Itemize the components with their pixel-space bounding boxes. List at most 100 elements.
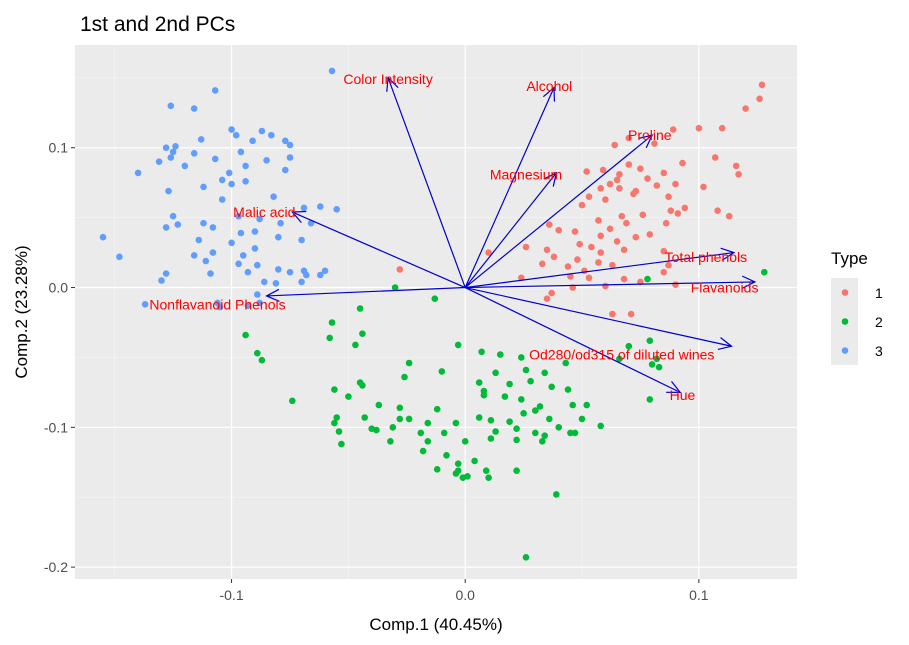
data-point-type-3 bbox=[158, 277, 165, 284]
data-point-type-1 bbox=[614, 177, 621, 184]
data-point-type-2 bbox=[289, 398, 296, 405]
data-point-type-3 bbox=[191, 150, 198, 157]
loading-label: Proline bbox=[628, 127, 672, 143]
data-point-type-1 bbox=[700, 184, 707, 191]
data-point-type-1 bbox=[614, 238, 621, 245]
x-tick-label: -0.1 bbox=[219, 587, 243, 603]
data-point-type-1 bbox=[597, 185, 604, 192]
data-point-type-1 bbox=[397, 266, 404, 273]
legend-swatch bbox=[842, 347, 849, 354]
data-point-type-1 bbox=[579, 202, 586, 209]
data-point-type-3 bbox=[275, 234, 282, 241]
data-point-type-1 bbox=[574, 256, 581, 263]
data-point-type-1 bbox=[611, 142, 618, 149]
data-point-type-3 bbox=[191, 105, 198, 112]
data-point-type-3 bbox=[200, 220, 207, 227]
data-point-type-1 bbox=[682, 205, 689, 212]
data-point-type-2 bbox=[387, 438, 394, 445]
data-point-type-3 bbox=[252, 245, 259, 252]
data-point-type-1 bbox=[597, 233, 604, 240]
data-point-type-1 bbox=[756, 96, 763, 103]
data-point-type-3 bbox=[317, 203, 324, 210]
data-point-type-1 bbox=[733, 163, 740, 170]
data-point-type-3 bbox=[287, 154, 294, 161]
data-point-type-3 bbox=[182, 163, 189, 170]
data-point-type-2 bbox=[548, 384, 555, 391]
data-point-type-3 bbox=[212, 87, 219, 94]
data-point-type-1 bbox=[633, 234, 640, 241]
data-point-type-2 bbox=[434, 466, 441, 473]
data-point-type-1 bbox=[621, 247, 628, 254]
data-point-type-3 bbox=[261, 279, 268, 286]
data-point-type-2 bbox=[647, 396, 654, 403]
data-point-type-2 bbox=[425, 420, 432, 427]
data-point-type-2 bbox=[492, 428, 499, 435]
loading-label: Alcohol bbox=[526, 78, 572, 94]
data-point-type-2 bbox=[518, 354, 525, 361]
data-point-type-1 bbox=[640, 212, 647, 219]
data-point-type-2 bbox=[565, 386, 572, 393]
data-point-type-2 bbox=[583, 402, 590, 409]
data-point-type-1 bbox=[565, 263, 572, 270]
data-point-type-1 bbox=[619, 213, 626, 220]
data-point-type-1 bbox=[581, 268, 588, 275]
data-point-type-1 bbox=[600, 167, 607, 174]
data-point-type-2 bbox=[439, 368, 446, 375]
data-point-type-1 bbox=[644, 175, 651, 182]
data-point-type-2 bbox=[455, 467, 462, 474]
data-point-type-2 bbox=[656, 364, 663, 371]
data-point-type-1 bbox=[551, 253, 558, 260]
data-point-type-3 bbox=[168, 154, 175, 161]
legend-swatch bbox=[842, 289, 849, 296]
y-tick-label: -0.1 bbox=[44, 419, 68, 435]
data-point-type-1 bbox=[654, 182, 661, 189]
data-point-type-3 bbox=[287, 142, 294, 149]
data-point-type-2 bbox=[390, 424, 397, 431]
data-point-type-2 bbox=[406, 416, 413, 423]
data-point-type-3 bbox=[298, 279, 305, 286]
data-point-type-2 bbox=[647, 337, 654, 344]
data-point-type-3 bbox=[175, 221, 182, 228]
data-point-type-3 bbox=[198, 136, 205, 143]
data-point-type-3 bbox=[228, 126, 235, 133]
data-point-type-2 bbox=[254, 350, 261, 357]
data-point-type-2 bbox=[434, 406, 441, 413]
data-point-type-1 bbox=[735, 171, 742, 178]
legend: Type 1 2 3 bbox=[831, 249, 883, 365]
data-point-type-1 bbox=[668, 207, 675, 214]
data-point-type-1 bbox=[726, 213, 733, 220]
loading-label: Od280/od315 of diluted wines bbox=[529, 347, 714, 363]
data-point-type-3 bbox=[163, 224, 170, 231]
data-point-type-2 bbox=[425, 438, 432, 445]
data-point-type-2 bbox=[406, 360, 413, 367]
data-point-type-2 bbox=[478, 349, 485, 356]
data-point-type-2 bbox=[644, 276, 651, 283]
data-point-type-1 bbox=[623, 220, 630, 227]
data-point-type-3 bbox=[212, 156, 219, 163]
y-axis: -0.2-0.10.00.1 bbox=[44, 140, 75, 575]
data-point-type-3 bbox=[254, 262, 261, 269]
data-point-type-2 bbox=[242, 332, 249, 339]
data-point-type-2 bbox=[513, 425, 520, 432]
data-point-type-3 bbox=[240, 252, 247, 259]
chart-title: 1st and 2nd PCs bbox=[80, 13, 235, 36]
data-point-type-1 bbox=[576, 241, 583, 248]
data-point-type-2 bbox=[455, 342, 462, 349]
data-point-type-2 bbox=[492, 370, 499, 377]
data-point-type-2 bbox=[541, 432, 548, 439]
legend-title: Type bbox=[831, 249, 868, 268]
data-point-type-2 bbox=[506, 381, 513, 388]
data-point-type-2 bbox=[476, 414, 483, 421]
data-point-type-3 bbox=[242, 178, 249, 185]
data-point-type-2 bbox=[572, 430, 579, 437]
data-point-type-1 bbox=[588, 244, 595, 251]
data-point-type-3 bbox=[259, 128, 266, 135]
data-point-type-1 bbox=[647, 231, 654, 238]
data-point-type-3 bbox=[210, 249, 217, 256]
data-point-type-3 bbox=[287, 269, 294, 276]
data-point-type-3 bbox=[135, 170, 142, 177]
data-point-type-2 bbox=[761, 269, 768, 276]
data-point-type-3 bbox=[226, 170, 233, 177]
data-point-type-1 bbox=[609, 311, 616, 318]
